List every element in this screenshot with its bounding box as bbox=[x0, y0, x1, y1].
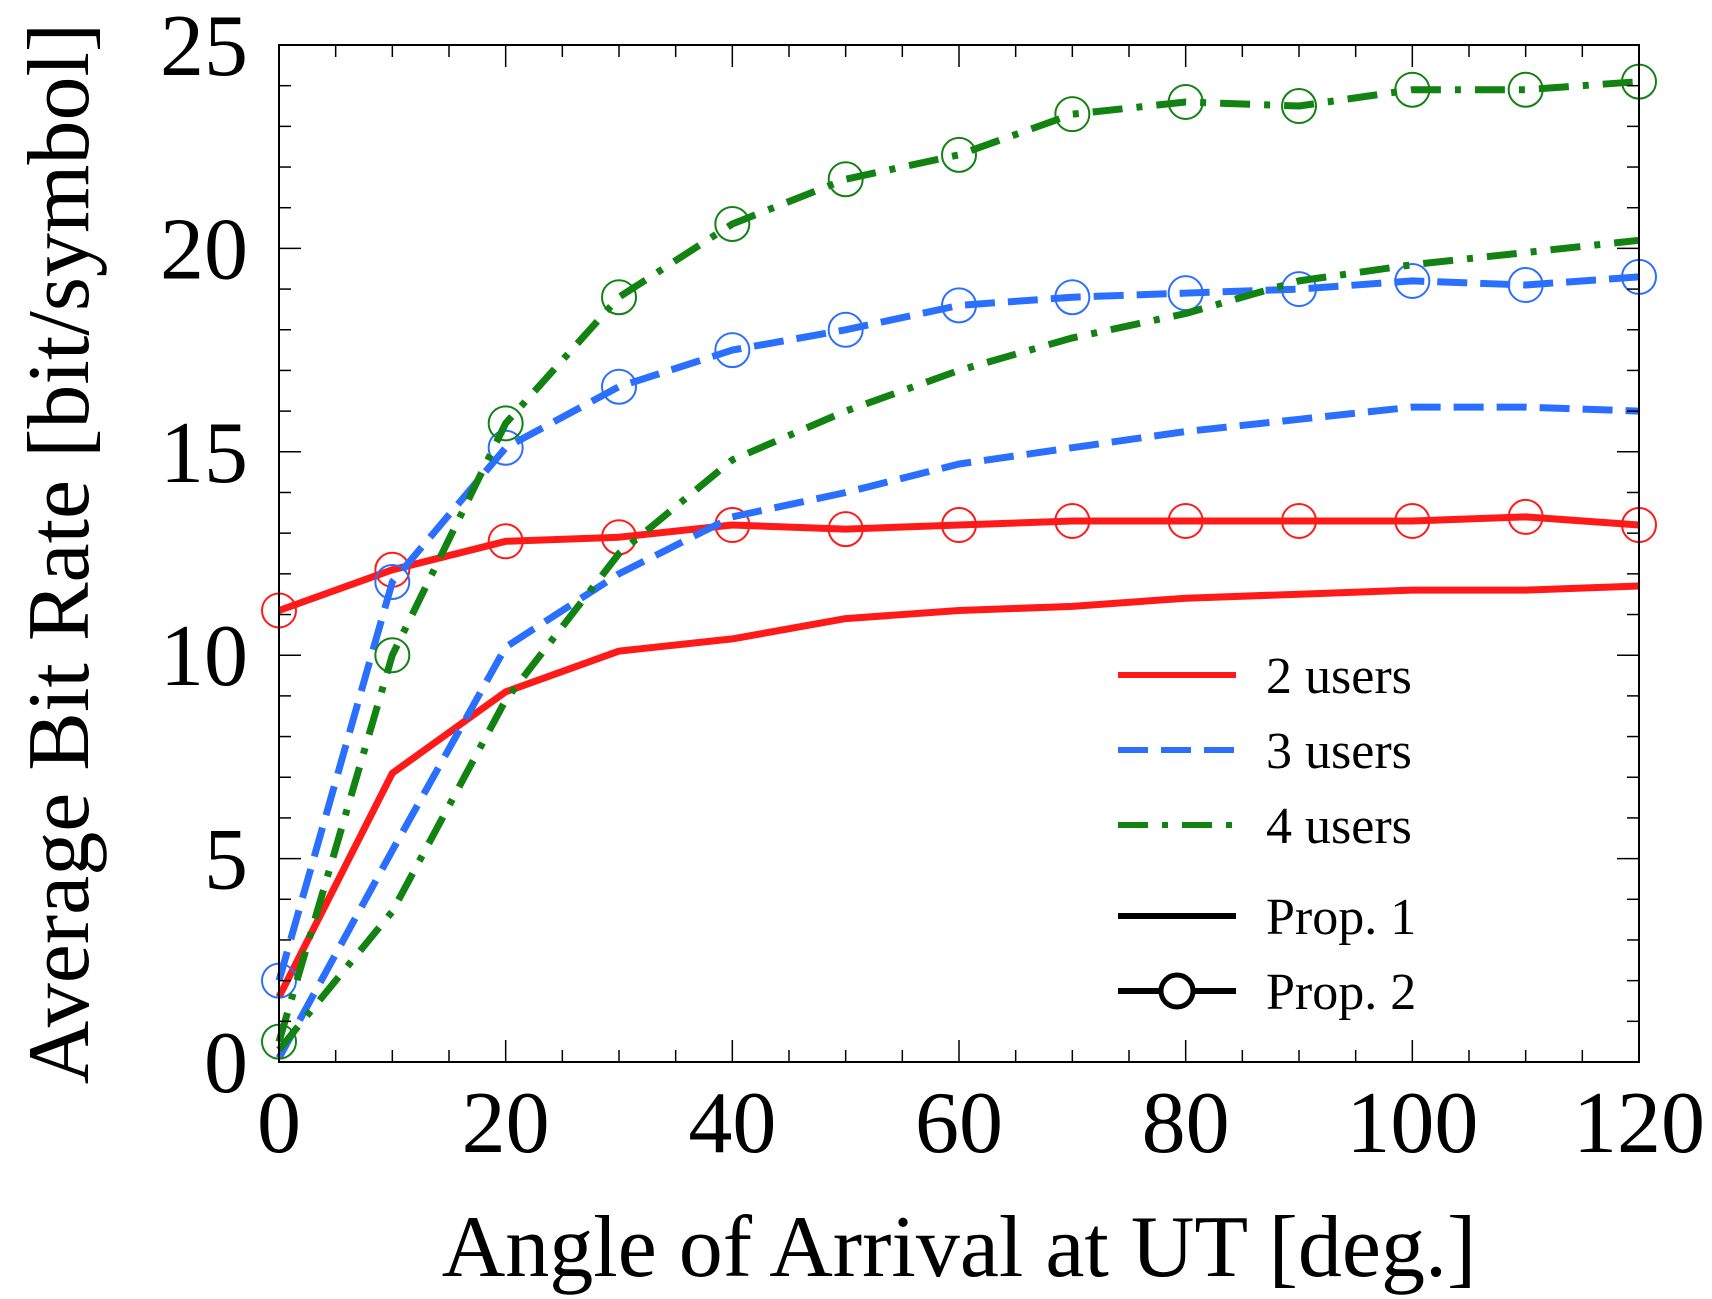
legend-label-4-users: 4 users bbox=[1266, 798, 1412, 855]
x-tick-label-80: 80 bbox=[1142, 1075, 1230, 1172]
y-tick-label-15: 15 bbox=[160, 405, 248, 502]
series-4-users-prop-2 bbox=[261, 63, 1657, 1060]
y-tick-label-20: 20 bbox=[160, 201, 248, 298]
legend-item-prop-2: Prop. 2 bbox=[1118, 964, 1416, 1021]
x-tick-label-20: 20 bbox=[462, 1075, 550, 1172]
point-2-users-prop-2-x80 bbox=[1167, 502, 1204, 539]
point-2-users-prop-2-x70 bbox=[1054, 502, 1091, 539]
y-tick-label-5: 5 bbox=[204, 812, 248, 909]
series-3-users-prop-1 bbox=[275, 403, 1640, 1060]
point-2-users-prop-2-x110 bbox=[1507, 498, 1544, 535]
legend-label-2-users: 2 users bbox=[1266, 648, 1412, 705]
y-tick-label-25: 25 bbox=[160, 0, 248, 95]
point-2-users-prop-2-x100 bbox=[1394, 502, 1431, 539]
point-3-users-prop-2-x40 bbox=[714, 332, 751, 369]
series-line-4-users-prop-2 bbox=[275, 78, 1640, 1043]
point-4-users-prop-2-x60 bbox=[941, 136, 977, 173]
point-4-users-prop-2-x90 bbox=[1281, 88, 1317, 125]
series-4-users-prop-1 bbox=[276, 236, 1640, 1053]
point-2-users-prop-2-x50 bbox=[827, 511, 864, 548]
point-2-users-prop-2-x60 bbox=[941, 507, 977, 544]
series-2-users-prop-2 bbox=[261, 498, 1657, 629]
legend-item-3-users: 3 users bbox=[1118, 723, 1412, 780]
legend-item-4-users: 4 users bbox=[1118, 798, 1412, 855]
point-3-users-prop-2-x10 bbox=[374, 563, 411, 600]
ticks-layer bbox=[278, 44, 1640, 1063]
point-4-users-prop-2-x50 bbox=[827, 161, 864, 198]
plot-frame bbox=[278, 44, 1640, 1063]
point-3-users-prop-2-x30 bbox=[601, 368, 637, 405]
point-4-users-prop-2-x100 bbox=[1394, 71, 1431, 108]
series-layer bbox=[261, 63, 1657, 1060]
legend-label-prop-2: Prop. 2 bbox=[1266, 964, 1416, 1021]
x-tick-label-120: 120 bbox=[1573, 1075, 1705, 1172]
legend-label-3-users: 3 users bbox=[1266, 723, 1412, 780]
point-2-users-prop-2-x20 bbox=[487, 523, 524, 560]
series-line-3-users-prop-2 bbox=[275, 273, 1640, 982]
x-tick-label-100: 100 bbox=[1346, 1075, 1478, 1172]
series-2-users-prop-1 bbox=[275, 582, 1640, 999]
point-3-users-prop-2-x60 bbox=[941, 287, 977, 324]
legend: 2 users 3 users 4 users Prop. 1 Prop. 2 bbox=[1118, 648, 1416, 1021]
tick-labels-layer: 0 20 40 60 80 100 120 0 5 10 15 20 25 bbox=[160, 0, 1705, 1172]
point-4-users-prop-2-x20 bbox=[487, 405, 524, 442]
series-line-4-users-prop-1 bbox=[276, 236, 1640, 1053]
point-4-users-prop-2-x70 bbox=[1054, 96, 1091, 133]
series-line-2-users-prop-2 bbox=[277, 513, 1640, 614]
y-tick-label-0: 0 bbox=[204, 1015, 248, 1112]
legend-item-2-users: 2 users bbox=[1118, 648, 1412, 705]
x-tick-label-0: 0 bbox=[257, 1075, 301, 1172]
y-axis-title: Average Bit Rate [bit/symbol] bbox=[11, 23, 108, 1084]
point-4-users-prop-2-x80 bbox=[1167, 83, 1204, 120]
point-4-users-prop-2-x30 bbox=[601, 279, 637, 316]
point-2-users-prop-2-x90 bbox=[1281, 502, 1317, 539]
point-4-users-prop-2-x110 bbox=[1507, 71, 1544, 108]
point-3-users-prop-2-x50 bbox=[827, 311, 864, 348]
series-3-users-prop-2 bbox=[261, 258, 1657, 999]
legend-label-prop-1: Prop. 1 bbox=[1266, 889, 1416, 946]
x-tick-label-60: 60 bbox=[915, 1075, 1003, 1172]
point-4-users-prop-2-x10 bbox=[374, 637, 411, 674]
legend-item-prop-1: Prop. 1 bbox=[1118, 889, 1416, 946]
series-line-3-users-prop-1 bbox=[275, 403, 1640, 1060]
point-3-users-prop-2-x100 bbox=[1394, 262, 1431, 299]
x-tick-label-40: 40 bbox=[688, 1075, 776, 1172]
legend-marker-prop-2 bbox=[1158, 972, 1196, 1010]
series-line-2-users-prop-1 bbox=[275, 582, 1640, 999]
point-3-users-prop-2-x70 bbox=[1054, 279, 1091, 316]
y-tick-label-10: 10 bbox=[160, 608, 248, 705]
point-3-users-prop-2-x110 bbox=[1507, 267, 1544, 304]
x-axis-title: Angle of Arrival at UT [deg.] bbox=[442, 1199, 1477, 1296]
point-4-users-prop-2-x40 bbox=[714, 205, 751, 242]
